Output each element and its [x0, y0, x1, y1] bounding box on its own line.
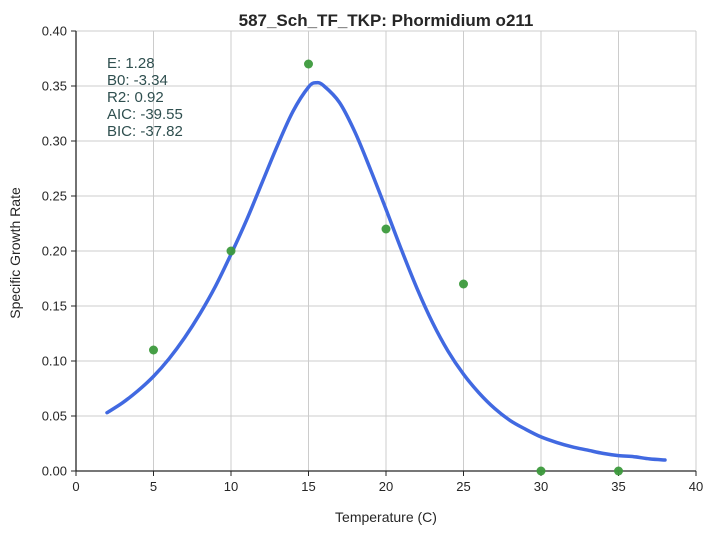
x-tick-label: 35 [611, 479, 625, 494]
fit-curve-layer [105, 80, 667, 462]
data-point [459, 279, 468, 289]
x-tick-label: 25 [456, 479, 470, 494]
y-tick-label: 0.15 [42, 299, 67, 314]
annotation-bic: BIC: -37.82 [107, 123, 183, 140]
annotation-e: E: 1.28 [107, 55, 155, 72]
y-tick-label: 0.10 [42, 354, 67, 369]
y-tick-label: 0.30 [42, 134, 67, 149]
x-tick-label: 0 [72, 479, 79, 494]
x-axis-label: Temperature (C) [335, 509, 437, 525]
data-points [149, 59, 623, 476]
data-point [149, 345, 158, 355]
labels: 587_Sch_TF_TKP: Phormidium o211 Temperat… [7, 11, 533, 525]
x-tick-label: 30 [534, 479, 548, 494]
data-point [614, 466, 623, 476]
data-point [226, 246, 236, 256]
data-point [381, 224, 391, 234]
data-point [304, 59, 313, 69]
x-tick-label: 15 [301, 479, 315, 494]
y-axis-label: Specific Growth Rate [7, 187, 23, 319]
x-tick-label: 10 [224, 479, 238, 494]
x-tick-label: 40 [689, 479, 703, 494]
fit-curve [105, 80, 667, 462]
y-tick-label: 0.40 [42, 24, 67, 39]
y-tick-label: 0.00 [42, 464, 67, 479]
annotation-r2: R2: 0.92 [107, 89, 164, 106]
y-tick-label: 0.05 [42, 409, 67, 424]
chart-title: 587_Sch_TF_TKP: Phormidium o211 [239, 11, 534, 30]
axes: 0 5 10 15 20 25 30 35 40 0.00 0.05 0.10 0.15 0.20 0.25… [42, 24, 704, 495]
annotation-aic: AIC: -39.55 [107, 106, 183, 123]
y-tick-label: 0.20 [42, 244, 67, 259]
y-tick-label: 0.25 [42, 189, 67, 204]
y-tick-label: 0.35 [42, 79, 67, 94]
annotation-b0: B0: -3.34 [107, 72, 168, 89]
x-tick-label: 5 [150, 479, 157, 494]
grid [75, 30, 697, 472]
data-point [536, 466, 546, 476]
x-tick-label: 20 [379, 479, 393, 494]
